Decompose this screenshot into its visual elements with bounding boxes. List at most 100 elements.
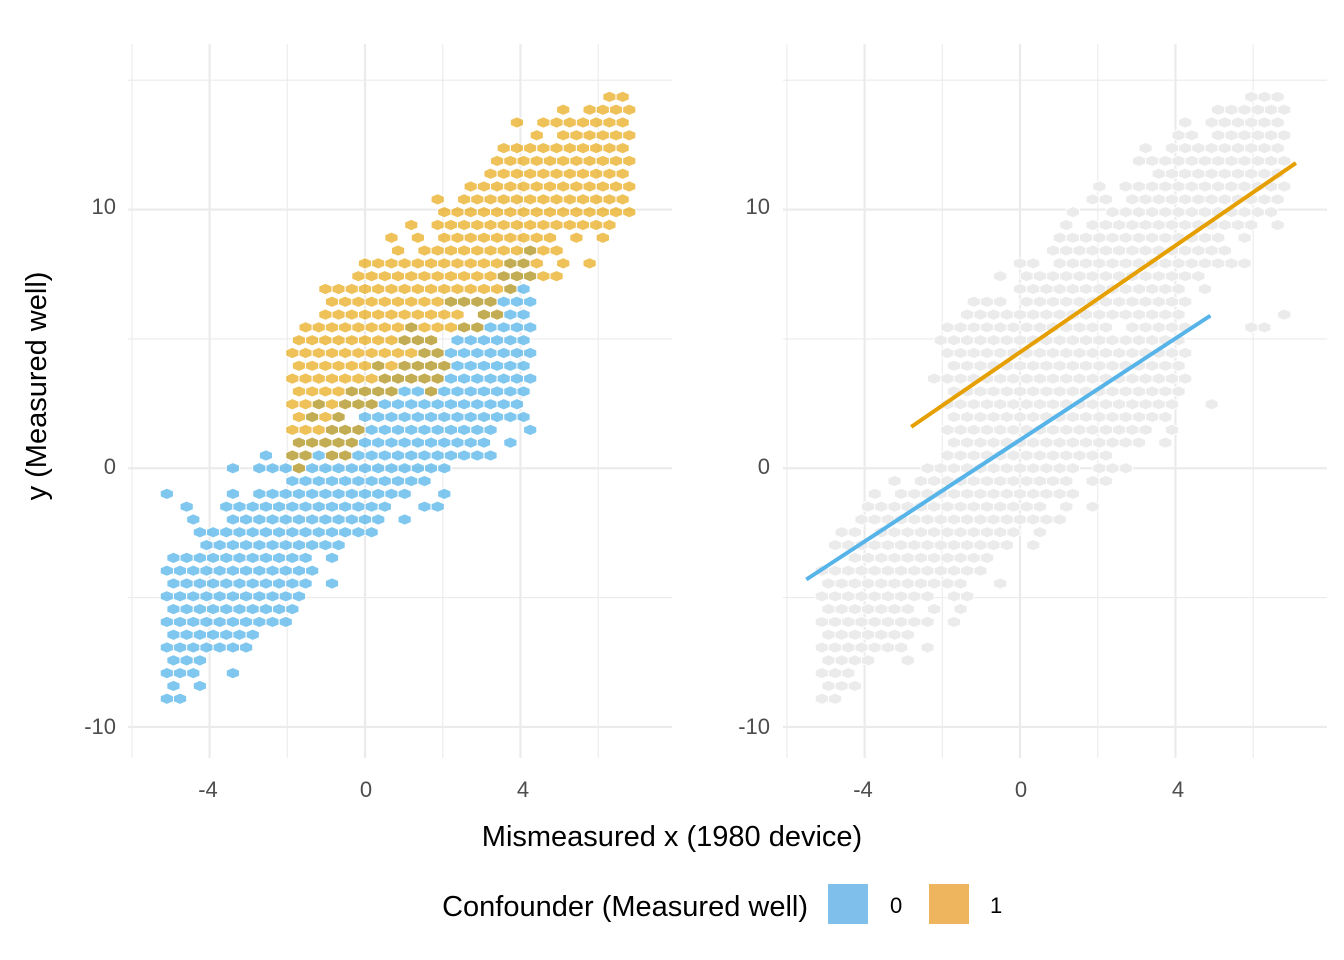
hex-bin-background <box>821 577 836 590</box>
hex-bin-group-1 <box>351 372 366 385</box>
hex-bin-group-0 <box>199 615 214 629</box>
hex-bin-group-1 <box>542 205 558 219</box>
hex-bin-group-0 <box>232 577 247 590</box>
hex-bin-background <box>1085 474 1100 488</box>
hex-bin-background <box>1270 90 1285 104</box>
hex-bin-background <box>946 436 962 449</box>
hex-bin-group-0 <box>172 564 188 577</box>
hex-bin-group-1 <box>470 269 485 283</box>
hex-bin-group-0 <box>404 423 419 437</box>
hex-bin-group-0 <box>258 551 274 565</box>
hex-bin-background <box>933 538 948 552</box>
hex-bin-group-0 <box>291 590 307 603</box>
hex-bin-group-0 <box>186 666 201 680</box>
hex-bin-background <box>827 538 843 552</box>
hex-bin-background <box>999 410 1014 424</box>
hex-bin-background <box>979 526 995 539</box>
hex-bin-group-1 <box>423 257 439 270</box>
hex-bin-group-1 <box>549 193 564 206</box>
hex-bin-group-1 <box>430 295 445 309</box>
hex-bin-group-1 <box>443 218 459 232</box>
hex-bin-group-1 <box>490 257 505 270</box>
hex-bin-background <box>887 602 902 616</box>
hex-bin-background <box>927 474 942 488</box>
hex-bin-group-1 <box>364 372 379 385</box>
hex-bin-group-1 <box>549 218 564 232</box>
hex-bin-group-1 <box>338 397 353 411</box>
hex-bin-group-0 <box>423 410 439 424</box>
hex-bin-group-0 <box>265 564 280 577</box>
hex-bin-background <box>1052 257 1067 270</box>
hex-bin-group-0 <box>397 513 412 526</box>
hex-bin-background <box>1191 244 1206 257</box>
hex-bin-background <box>1078 257 1094 270</box>
hex-bin-background <box>1270 141 1285 155</box>
hex-bin-group-0 <box>476 333 492 347</box>
hex-bin-group-0 <box>410 462 425 475</box>
hex-bin-group-1 <box>417 269 432 283</box>
hex-bin-group-0 <box>219 628 234 641</box>
hex-bin-group-1 <box>410 308 425 321</box>
hex-bin-group-0 <box>305 564 320 577</box>
hex-bin-background <box>894 538 909 552</box>
hex-bin-group-1 <box>344 436 359 449</box>
hex-bin-group-0 <box>364 449 379 462</box>
hex-bin-group-1 <box>305 385 320 398</box>
hex-bin-background <box>1151 167 1166 180</box>
hex-bin-background <box>1039 308 1054 321</box>
hex-bin-background <box>1012 308 1028 321</box>
hex-bin-group-0 <box>311 500 326 513</box>
hex-bin-background <box>1006 526 1021 539</box>
hex-bin-background <box>1052 487 1067 501</box>
hex-bin-background <box>1118 385 1133 398</box>
hex-bin-background <box>1191 167 1206 180</box>
hex-bin-background <box>1138 218 1153 232</box>
hex-bin-group-1 <box>364 269 379 283</box>
hex-bin-group-0 <box>305 487 320 501</box>
hex-bin-background <box>867 538 882 552</box>
hex-bin-group-1 <box>443 244 459 257</box>
hex-bin-group-1 <box>523 269 538 283</box>
hex-bin-group-0 <box>417 423 432 437</box>
hex-bin-background <box>1151 218 1166 232</box>
hex-bin-background <box>841 590 856 603</box>
hex-bin-group-1 <box>536 141 551 155</box>
hex-bin-group-0 <box>172 666 188 680</box>
hex-bin-background <box>1257 90 1272 104</box>
hex-bin-background <box>1211 257 1226 270</box>
y-tick-labels-left: 10 0 -10 <box>84 194 116 739</box>
hex-bin-background <box>1191 193 1206 206</box>
hex-bin-group-0 <box>509 346 525 360</box>
hex-bin-group-0 <box>503 359 518 373</box>
hex-bin-background <box>1270 193 1285 206</box>
hex-bin-background <box>940 372 955 385</box>
hex-bin-group-1 <box>437 205 452 219</box>
hex-bin-group-1 <box>331 282 346 296</box>
hex-bin-group-0 <box>219 526 234 539</box>
hex-bin-group-0 <box>305 513 320 526</box>
hex-bin-group-0 <box>291 538 307 552</box>
hex-bin-group-1 <box>450 282 465 296</box>
hex-bin-group-0 <box>430 500 445 513</box>
hex-bin-group-0 <box>450 436 465 449</box>
hex-bin-background <box>1059 372 1074 385</box>
hex-bin-group-0 <box>523 423 538 437</box>
hex-bin-group-0 <box>397 410 412 424</box>
hex-bin-group-0 <box>331 538 346 552</box>
hex-bin-group-1 <box>608 103 624 116</box>
hex-bin-group-1 <box>404 269 419 283</box>
hex-bin-group-0 <box>318 462 333 475</box>
hex-bin-group-0 <box>232 526 247 539</box>
hex-bin-background <box>1237 103 1252 116</box>
hex-bin-group-1 <box>476 205 492 219</box>
hex-bin-group-0 <box>523 321 538 334</box>
hex-bin-group-0 <box>192 577 207 590</box>
hex-bin-background <box>1052 359 1067 373</box>
hex-bin-background <box>1131 436 1147 449</box>
hex-bin-group-0 <box>404 474 419 488</box>
hex-bin-group-0 <box>186 615 201 629</box>
hex-bin-background <box>993 526 1008 539</box>
hex-bin-group-0 <box>199 641 214 654</box>
hex-bin-background <box>1184 154 1199 168</box>
hex-bin-background <box>1184 180 1199 193</box>
